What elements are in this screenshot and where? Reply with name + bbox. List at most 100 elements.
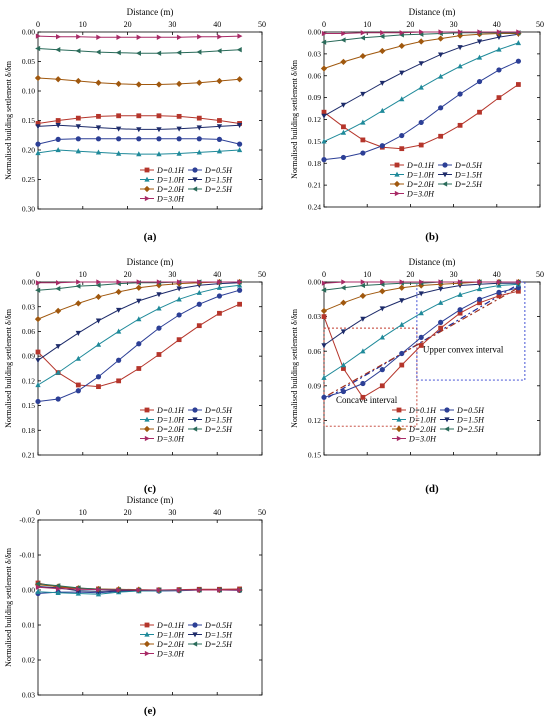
legend-swatch-marker: [192, 417, 198, 423]
legend-swatch-marker: [144, 167, 150, 173]
data-point: [217, 279, 223, 285]
data-point: [379, 383, 385, 389]
data-point: [75, 388, 81, 394]
legend-entry: D=1.5H: [454, 171, 483, 180]
data-point: [115, 50, 121, 56]
data-point: [437, 35, 444, 42]
x-tick-label: 20: [406, 270, 414, 279]
legend-swatch-marker: [394, 190, 400, 197]
data-point: [457, 29, 463, 35]
data-point: [360, 394, 366, 400]
data-point: [341, 124, 346, 130]
legend-swatch-marker: [192, 622, 198, 628]
data-point: [75, 330, 81, 336]
data-point: [55, 123, 61, 129]
data-point: [34, 74, 42, 82]
data-point: [496, 34, 502, 40]
series-D05H: [35, 287, 243, 405]
data-point: [176, 136, 182, 142]
data-point: [340, 388, 347, 395]
data-point: [35, 358, 41, 364]
x-tick-label: 0: [322, 20, 326, 29]
data-point: [476, 54, 483, 60]
legend-entry: D=2.0H: [408, 425, 437, 434]
data-point: [96, 384, 101, 390]
data-point: [360, 380, 366, 387]
x-tick-label: 50: [536, 20, 544, 29]
legend-swatch-marker: [396, 416, 402, 422]
y-tick-label: 0.00: [22, 586, 35, 595]
data-point: [34, 315, 42, 323]
data-point: [96, 113, 101, 119]
data-point: [55, 76, 62, 83]
data-point: [35, 141, 41, 147]
data-point: [35, 45, 41, 52]
data-point: [136, 298, 142, 304]
y-tick-label: 0.00: [308, 278, 321, 287]
legend-swatch-marker: [144, 435, 150, 442]
data-point: [237, 301, 242, 307]
data-point: [359, 292, 366, 299]
data-point: [321, 30, 327, 37]
data-point: [197, 279, 203, 285]
data-point: [95, 125, 102, 131]
data-point: [56, 585, 62, 592]
data-point: [76, 34, 82, 40]
y-tick-label: 0.06: [22, 327, 35, 336]
legend: D=0.1H D=0.5H D=1.0H D=1.5H D=2.0H D=2.5H D=3.…: [140, 166, 233, 204]
legend-swatch-marker: [143, 425, 151, 433]
legend-swatch-marker: [144, 176, 150, 182]
data-point: [399, 279, 405, 285]
legend-entry: D=3.0H: [406, 190, 435, 199]
data-point: [136, 316, 142, 322]
data-point: [55, 583, 61, 589]
panel-caption: (a): [144, 231, 157, 243]
data-point: [55, 369, 61, 375]
data-point: [457, 91, 463, 97]
legend-entry: D=1.0H: [408, 416, 437, 425]
data-point: [237, 279, 243, 285]
data-point: [398, 42, 405, 49]
data-point: [116, 113, 122, 119]
legend-entry: D=3.0H: [156, 650, 185, 659]
data-point: [116, 307, 122, 313]
data-point: [116, 279, 122, 285]
data-point: [216, 284, 223, 290]
data-point: [457, 291, 463, 297]
data-point: [457, 63, 463, 69]
data-point: [496, 46, 502, 52]
data-point: [476, 296, 483, 302]
data-point: [176, 150, 182, 156]
data-point: [176, 34, 182, 40]
data-point: [438, 286, 444, 292]
data-point: [55, 136, 61, 142]
legend-entry: D=3.0H: [156, 195, 185, 204]
data-point: [75, 115, 81, 121]
series-D10H: [321, 281, 522, 380]
y-tick-label: 0.00: [308, 28, 321, 37]
y-tick-label: 0.03: [308, 312, 321, 321]
data-point: [438, 29, 444, 35]
data-point: [176, 113, 182, 119]
data-point: [156, 136, 162, 142]
series-line: [323, 42, 519, 142]
data-point: [477, 109, 482, 115]
data-point: [136, 279, 142, 285]
data-point: [197, 34, 203, 40]
data-point: [321, 138, 327, 144]
data-point: [360, 150, 366, 156]
panel-caption: (d): [425, 483, 439, 495]
x-tick-label: 0: [36, 270, 40, 279]
data-point: [196, 323, 202, 329]
y-tick-label: 0.20: [22, 146, 35, 155]
data-point: [399, 146, 405, 152]
data-point: [136, 366, 142, 371]
data-point: [217, 34, 223, 40]
data-point: [217, 310, 222, 316]
data-point: [360, 137, 366, 143]
data-point: [95, 318, 102, 324]
series-D01H: [35, 113, 242, 126]
data-point: [379, 80, 385, 86]
data-point: [320, 307, 328, 314]
data-point: [457, 279, 463, 285]
